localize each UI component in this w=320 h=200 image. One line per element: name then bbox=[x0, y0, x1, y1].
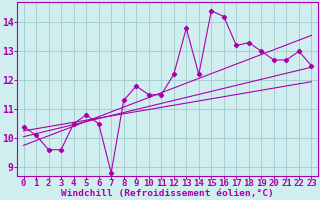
X-axis label: Windchill (Refroidissement éolien,°C): Windchill (Refroidissement éolien,°C) bbox=[61, 189, 274, 198]
